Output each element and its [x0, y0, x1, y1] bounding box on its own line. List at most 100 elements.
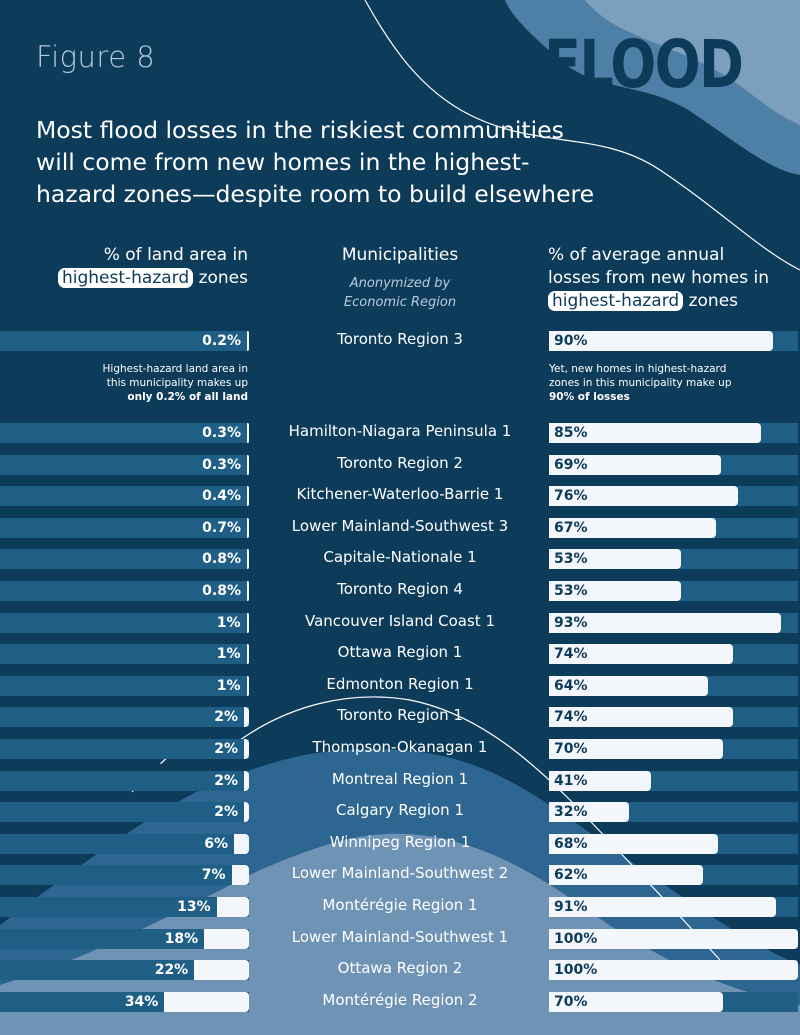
right-value-label: 85%: [554, 425, 588, 441]
left-track: [0, 517, 249, 538]
municipality-label: Ottawa Region 1: [337, 643, 463, 662]
left-value-label: 0.7%: [202, 519, 241, 536]
left-bar: [247, 331, 249, 351]
left-track: [0, 644, 249, 665]
left-bar: [204, 928, 249, 949]
municipality-label: Montérégie Region 2: [322, 990, 478, 1009]
right-bar: [549, 517, 716, 538]
left-header-pill: highest-hazard: [57, 268, 194, 288]
left-value-label: 34%: [124, 993, 159, 1010]
right-value-label: 67%: [554, 519, 588, 536]
right-bar: [549, 581, 681, 601]
right-value-label: 70%: [554, 993, 588, 1010]
left-value-label: 13%: [177, 899, 211, 915]
left-track: [0, 833, 249, 854]
municipality-label: Toronto Region 2: [337, 453, 463, 472]
municipality-label: Capitale-Nationale 1: [323, 548, 477, 567]
left-track: [0, 928, 249, 949]
left-value-label: 0.3%: [202, 456, 241, 473]
left-bar: [247, 581, 249, 601]
right-value-label: 53%: [554, 551, 588, 568]
left-header-after: zones: [198, 268, 248, 288]
right-value-label: 76%: [554, 488, 588, 505]
right-bar: [549, 454, 721, 475]
right-value-label: 93%: [554, 614, 588, 631]
municipality-label: Lower Mainland-Southwest 1: [291, 927, 509, 946]
left-track: [0, 612, 249, 633]
left-value-label: 6%: [204, 835, 229, 852]
right-bar: [549, 833, 719, 854]
left-bar: [244, 770, 249, 791]
right-value-label: 41%: [554, 772, 588, 789]
right-bar: [549, 770, 652, 791]
right-header-pill: highest-hazard: [548, 291, 684, 311]
right-bar: [549, 897, 776, 917]
right-note-line1: Yet, new homes in highest-hazard: [549, 363, 727, 375]
right-value-label: 74%: [554, 709, 588, 726]
right-value-label: 32%: [554, 804, 588, 821]
left-value-label: 1%: [216, 677, 241, 694]
left-header-line1: % of land area in: [103, 245, 248, 265]
left-track: [0, 802, 249, 823]
right-bar: [549, 331, 774, 351]
left-bar: [244, 802, 249, 823]
municipality-label: Montreal Region 1: [331, 769, 469, 788]
hazard-word: FLOOD: [544, 26, 744, 103]
left-track: [0, 960, 249, 981]
wave-outline-top: [364, 0, 800, 271]
left-note-bold: only 0.2% of all land: [127, 391, 248, 403]
right-value-label: 62%: [554, 867, 588, 884]
left-bar: [246, 644, 249, 665]
right-bar: [549, 865, 704, 886]
right-bar: [549, 549, 681, 570]
left-track: [0, 897, 249, 917]
left-track: [0, 423, 249, 443]
left-track: [0, 770, 249, 791]
wave-top-right-light: [585, 0, 800, 125]
left-bar: [234, 833, 249, 854]
right-header-after: zones: [688, 291, 739, 311]
left-track: [0, 331, 249, 351]
right-value-label: 69%: [554, 456, 588, 473]
municipality-label: Winnipeg Region 1: [329, 832, 471, 851]
municipality-label: Calgary Region 1: [335, 801, 465, 820]
left-value-label: 0.4%: [202, 488, 241, 505]
right-value-label: 90%: [554, 333, 588, 349]
right-value-label: 100%: [554, 962, 598, 979]
right-bar: [549, 802, 629, 823]
municipality-label: Lower Mainland-Southwest 3: [291, 516, 509, 535]
left-bar: [247, 549, 249, 570]
left-track: [0, 675, 249, 696]
left-bar: [247, 454, 249, 475]
right-value-label: 91%: [554, 899, 588, 915]
left-column-header: % of land area in highest-hazard zones: [8, 244, 248, 290]
right-bar: [549, 644, 734, 665]
left-bar: [247, 423, 249, 443]
left-note-line1: Highest-hazard land area in: [102, 363, 248, 375]
middle-column-subtitle: Anonymized by Economic Region: [300, 274, 500, 312]
right-bar: [549, 991, 724, 1012]
left-value-label: 0.3%: [202, 425, 241, 441]
right-bar: [549, 675, 709, 696]
right-note-bold: 90% of losses: [549, 391, 630, 403]
left-value-label: 2%: [214, 709, 239, 726]
municipality-label: Toronto Region 4: [337, 580, 463, 598]
left-track: [0, 486, 249, 507]
left-bar: [246, 675, 249, 696]
left-bar: [244, 707, 249, 728]
left-track: [0, 707, 249, 728]
left-bar: [216, 897, 249, 917]
left-value-label: 22%: [154, 962, 189, 979]
right-bar: [549, 486, 739, 507]
right-header-line1: % of average annual: [548, 245, 725, 265]
right-annotation: Yet, new homes in highest-hazard zones i…: [549, 362, 779, 404]
left-bar: [244, 739, 249, 759]
municipality-label: Hamilton-Niagara Peninsula 1: [288, 422, 512, 440]
left-note-line2: this municipality makes up: [106, 377, 248, 389]
left-value-label: 1%: [216, 646, 241, 663]
left-annotation: Highest-hazard land area in this municip…: [28, 362, 248, 404]
left-value-label: 0.2%: [202, 333, 241, 349]
left-value-label: 7%: [201, 867, 226, 884]
right-bar: [549, 739, 724, 759]
